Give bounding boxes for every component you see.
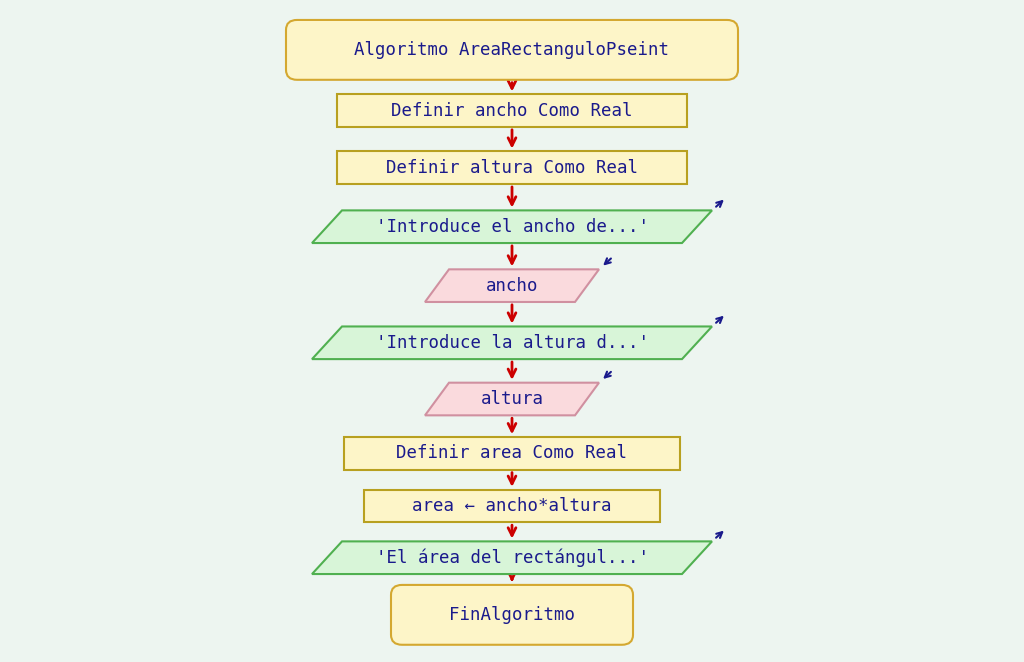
Text: altura: altura	[480, 390, 544, 408]
Polygon shape	[312, 326, 712, 359]
FancyBboxPatch shape	[391, 585, 633, 645]
Text: area ← ancho*altura: area ← ancho*altura	[413, 497, 611, 515]
Text: Definir area Como Real: Definir area Como Real	[396, 444, 628, 463]
FancyBboxPatch shape	[286, 20, 738, 80]
Bar	[337, 94, 687, 127]
Text: Definir ancho Como Real: Definir ancho Como Real	[391, 102, 633, 120]
Polygon shape	[312, 542, 712, 574]
Polygon shape	[425, 269, 599, 302]
Text: 'El área del rectángul...': 'El área del rectángul...'	[376, 548, 648, 567]
Text: 'Introduce el ancho de...': 'Introduce el ancho de...'	[376, 218, 648, 236]
Polygon shape	[312, 211, 712, 243]
Text: ancho: ancho	[485, 277, 539, 295]
Text: FinAlgoritmo: FinAlgoritmo	[449, 606, 575, 624]
Polygon shape	[425, 383, 599, 415]
Text: Algoritmo AreaRectanguloPseint: Algoritmo AreaRectanguloPseint	[354, 41, 670, 59]
Text: Definir altura Como Real: Definir altura Como Real	[386, 159, 638, 177]
Bar	[344, 437, 680, 470]
Text: 'Introduce la altura d...': 'Introduce la altura d...'	[376, 334, 648, 352]
Bar	[364, 490, 660, 522]
Bar	[337, 152, 687, 184]
